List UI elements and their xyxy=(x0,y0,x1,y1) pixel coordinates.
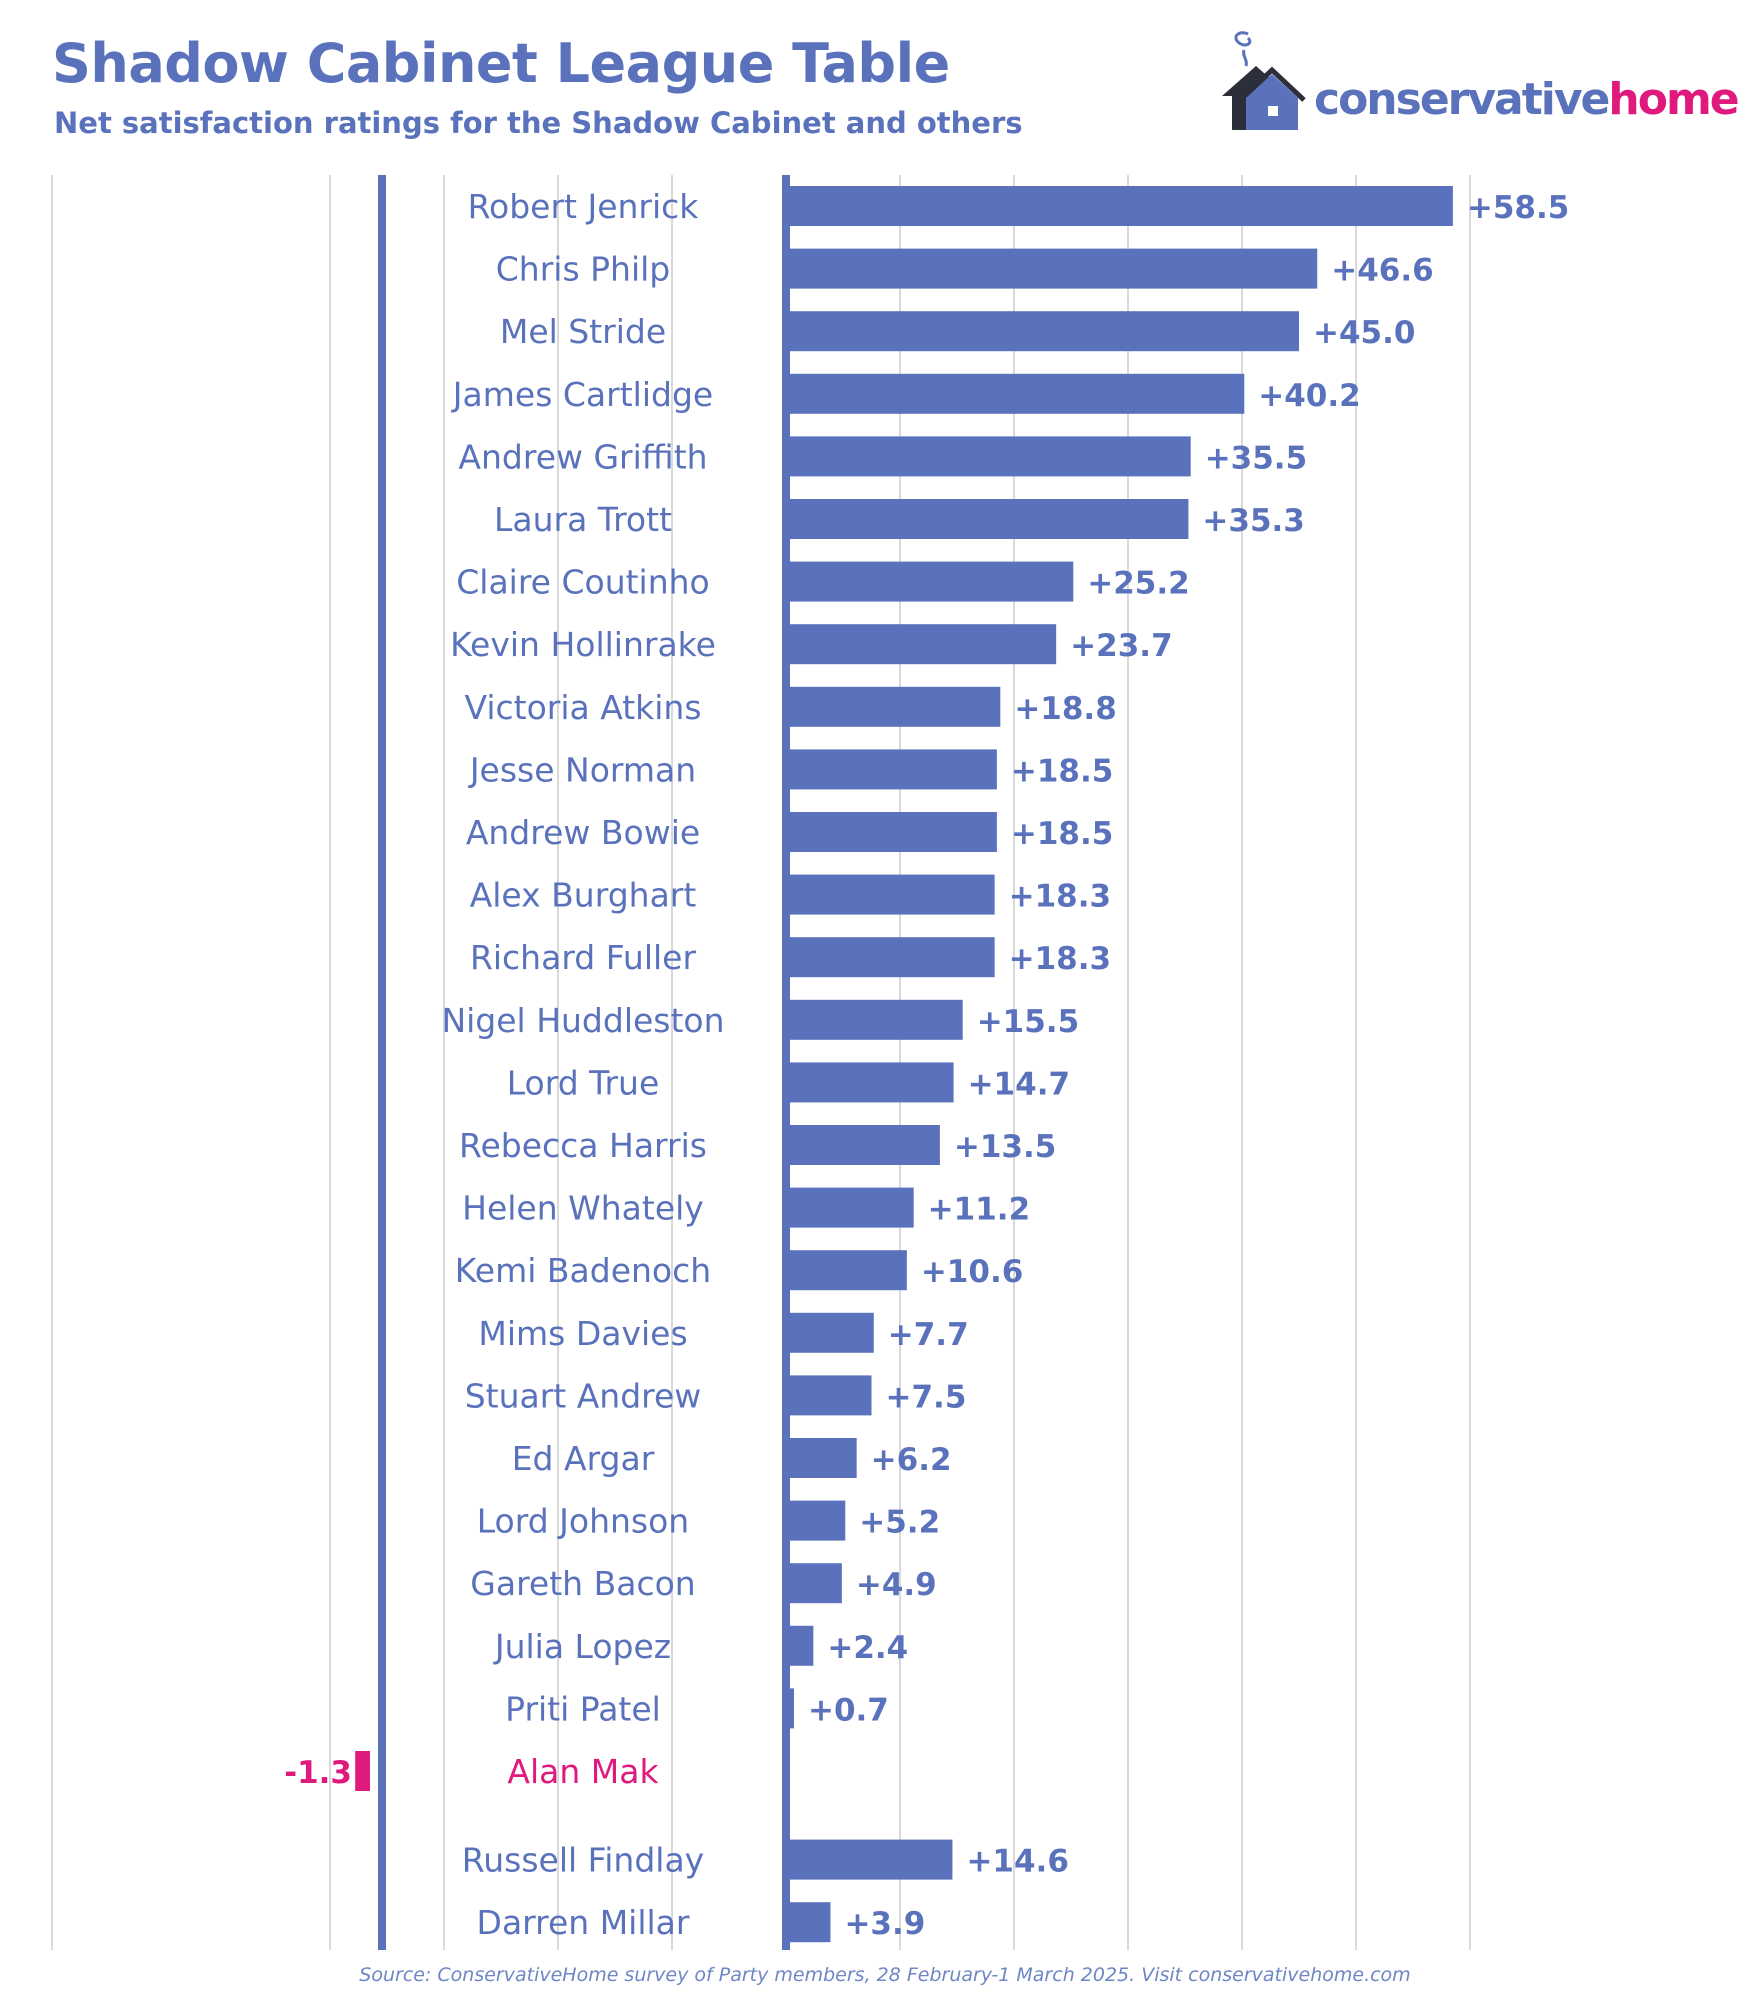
category-label: Helen Whately xyxy=(462,1189,704,1228)
chart-subtitle: Net satisfaction ratings for the Shadow … xyxy=(54,106,1023,140)
category-label: Andrew Bowie xyxy=(466,813,700,852)
category-label: Mims Davies xyxy=(478,1314,687,1353)
value-label: +23.7 xyxy=(1070,628,1172,664)
source-note: Source: ConservativeHome survey of Party… xyxy=(359,1964,1411,1986)
category-label: Andrew Griffith xyxy=(458,437,707,476)
bar xyxy=(786,1563,842,1604)
value-label: +46.6 xyxy=(1331,253,1433,289)
value-label: +5.2 xyxy=(859,1505,940,1541)
value-label: +3.9 xyxy=(844,1906,925,1942)
category-label: Nigel Huddleston xyxy=(441,1001,724,1040)
value-label: +35.5 xyxy=(1205,440,1307,476)
category-label: Richard Fuller xyxy=(470,938,697,977)
value-label: +13.5 xyxy=(954,1129,1056,1165)
value-label: +2.4 xyxy=(827,1630,908,1666)
value-label: +18.8 xyxy=(1014,691,1116,727)
value-label: +45.0 xyxy=(1313,315,1415,351)
bar xyxy=(786,1438,857,1478)
category-label: Victoria Atkins xyxy=(464,688,701,727)
category-label: Julia Lopez xyxy=(493,1627,671,1666)
chart-title: Shadow Cabinet League Table xyxy=(52,32,950,95)
bar xyxy=(786,1902,831,1943)
value-label: +7.7 xyxy=(888,1317,969,1353)
value-label: +18.3 xyxy=(1009,879,1111,915)
category-label: Lord Johnson xyxy=(477,1502,689,1541)
logo-text-conservative: conservative xyxy=(1314,74,1610,125)
bar xyxy=(786,1688,794,1729)
bar xyxy=(786,1125,940,1165)
bar xyxy=(786,373,1245,414)
value-label: +11.2 xyxy=(928,1192,1030,1228)
bar xyxy=(786,937,995,978)
category-label: Darren Millar xyxy=(477,1903,690,1942)
category-label: Ed Argar xyxy=(512,1439,655,1478)
bar xyxy=(786,499,1189,539)
category-label: Robert Jenrick xyxy=(468,187,700,226)
value-label: +58.5 xyxy=(1467,190,1569,226)
value-label: +18.5 xyxy=(1011,753,1113,789)
bar xyxy=(786,1375,872,1416)
bar xyxy=(786,1625,814,1666)
category-label: Gareth Bacon xyxy=(470,1564,695,1603)
category-label: Alan Mak xyxy=(507,1752,659,1791)
bar xyxy=(786,436,1191,477)
bar xyxy=(786,1500,846,1541)
bar xyxy=(786,1250,907,1291)
conservativehome-logo: conservativehome xyxy=(1210,26,1740,146)
category-label: Rebecca Harris xyxy=(459,1126,707,1165)
category-label: Kevin Hollinrake xyxy=(450,625,716,664)
category-label: Alex Burghart xyxy=(470,876,697,915)
value-label: +35.3 xyxy=(1202,503,1304,539)
value-label: +14.7 xyxy=(968,1066,1070,1102)
house-icon xyxy=(1222,31,1306,130)
category-label: Kemi Badenoch xyxy=(455,1251,711,1290)
bar xyxy=(786,999,963,1040)
category-label: Chris Philp xyxy=(496,250,670,289)
value-label: +10.6 xyxy=(921,1254,1023,1290)
category-label: Claire Coutinho xyxy=(456,563,710,602)
value-label: +15.5 xyxy=(977,1004,1079,1040)
value-label: +18.3 xyxy=(1009,941,1111,977)
bar xyxy=(786,1312,874,1353)
logo-text-home: home xyxy=(1608,74,1739,125)
bar xyxy=(786,812,997,852)
value-label: +40.2 xyxy=(1258,378,1360,414)
bar xyxy=(786,561,1074,602)
value-label: +4.9 xyxy=(856,1567,937,1603)
bar xyxy=(786,686,1001,727)
bar xyxy=(786,1187,914,1228)
bar xyxy=(786,1839,953,1880)
bar xyxy=(786,248,1318,289)
value-label: +14.6 xyxy=(966,1844,1068,1880)
category-label: Mel Stride xyxy=(500,312,666,351)
value-label: +18.5 xyxy=(1011,816,1113,852)
value-label: +7.5 xyxy=(886,1379,967,1415)
bar xyxy=(786,186,1453,226)
category-label: Russell Findlay xyxy=(462,1841,704,1880)
category-label: Stuart Andrew xyxy=(465,1376,702,1415)
category-label: Laura Trott xyxy=(494,500,672,539)
logo-wordmark: conservativehome xyxy=(1314,74,1740,125)
bar-chart: Robert Jenrick +58.5 Chris Philp +46.6 Mel S… xyxy=(51,175,1569,1950)
bar xyxy=(786,1062,954,1103)
value-label: +6.2 xyxy=(871,1442,952,1478)
category-label: James Cartlidge xyxy=(451,375,713,414)
category-label: Lord True xyxy=(507,1063,660,1102)
category-label: Jesse Norman xyxy=(468,750,696,789)
bar xyxy=(786,874,995,915)
bar xyxy=(786,749,997,790)
bar xyxy=(786,311,1299,352)
value-label: +0.7 xyxy=(808,1692,889,1728)
bar xyxy=(355,1751,370,1791)
value-label: +25.2 xyxy=(1087,566,1189,602)
category-label: Priti Patel xyxy=(505,1689,661,1728)
bar xyxy=(786,624,1057,665)
value-label: -1.3 xyxy=(284,1755,352,1791)
